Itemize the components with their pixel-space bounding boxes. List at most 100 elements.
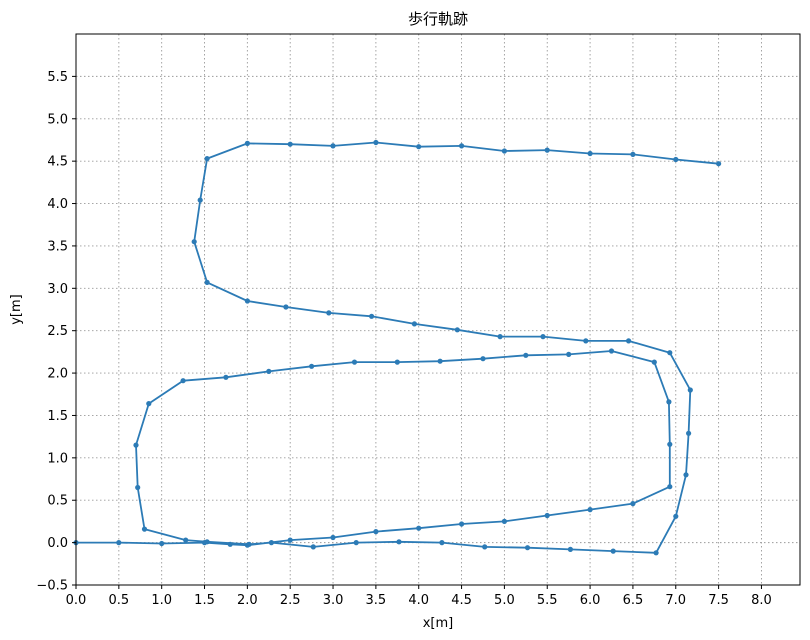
- trajectory-point: [330, 143, 336, 149]
- trajectory-point: [686, 430, 692, 436]
- trajectory-point: [653, 550, 659, 556]
- trajectory-point: [394, 359, 400, 365]
- x-tick-label: 7.5: [708, 593, 729, 608]
- y-tick-label: 1.0: [47, 451, 68, 466]
- x-tick-label: 8.0: [751, 593, 772, 608]
- x-tick-label: 7.0: [665, 593, 686, 608]
- trajectory-point: [439, 540, 445, 546]
- x-tick-label: 2.5: [280, 593, 301, 608]
- trajectory-point: [353, 540, 359, 546]
- x-tick-label: 6.5: [623, 593, 644, 608]
- trajectory-point: [667, 441, 673, 447]
- trajectory-point: [687, 387, 693, 393]
- trajectory-point: [146, 401, 152, 407]
- trajectory-point: [204, 539, 210, 545]
- x-tick-label: 5.5: [537, 593, 558, 608]
- trajectory-point: [523, 352, 529, 358]
- y-tick-label: 1.5: [47, 409, 68, 424]
- y-axis-ticks: −0.5 0.0 0.5 1.0 1.5 2.0 2.5 3.0 3.5 4.0 4.5 5.0 5.5: [36, 70, 76, 594]
- trajectory-point: [133, 442, 139, 448]
- trajectory-point: [501, 148, 507, 154]
- trajectory-point: [266, 368, 272, 374]
- trajectory-point: [454, 327, 460, 333]
- y-tick-label: 2.5: [47, 324, 68, 339]
- trajectory-point: [501, 518, 507, 525]
- trajectory-point: [268, 540, 274, 546]
- trajectory-point: [416, 525, 422, 531]
- x-tick-label: 3.0: [323, 593, 344, 608]
- trajectory-point: [287, 141, 293, 147]
- trajectory-point: [373, 529, 379, 535]
- trajectory-point: [116, 540, 122, 546]
- trajectory-point: [309, 363, 315, 369]
- series-layer: [73, 139, 722, 556]
- trajectory-point: [180, 378, 186, 384]
- y-tick-label: 0.5: [47, 494, 68, 509]
- trajectory-point: [587, 507, 593, 513]
- trajectory-point: [608, 348, 615, 354]
- chart-title: 歩行軌跡: [408, 10, 468, 28]
- trajectory-point: [330, 534, 336, 541]
- y-tick-label: 2.0: [47, 367, 68, 382]
- trajectory-point: [287, 537, 293, 543]
- x-tick-label: 6.0: [580, 593, 601, 608]
- trajectory-point: [673, 156, 679, 163]
- trajectory-point: [666, 399, 672, 405]
- y-tick-label: −0.5: [36, 579, 68, 594]
- trajectory-point: [626, 338, 632, 344]
- trajectory-point: [437, 358, 443, 364]
- x-tick-label: 4.0: [408, 593, 429, 608]
- trajectory-point: [482, 544, 488, 550]
- trajectory-point: [667, 484, 673, 490]
- y-tick-label: 3.5: [47, 239, 68, 254]
- x-tick-label: 1.0: [151, 593, 172, 608]
- trajectory-point: [480, 356, 486, 362]
- x-tick-label: 2.0: [237, 593, 258, 608]
- trajectory-point: [630, 151, 636, 157]
- y-axis-label: y[m]: [9, 294, 24, 325]
- x-axis-label: x[m]: [423, 616, 454, 631]
- x-tick-label: 0.5: [108, 593, 129, 608]
- trajectory-point: [673, 513, 679, 519]
- trajectory-point: [310, 544, 316, 550]
- trajectory-point: [497, 334, 503, 340]
- trajectory-point: [544, 512, 550, 519]
- trajectory-point: [567, 546, 574, 553]
- trajectory-line: [76, 141, 719, 554]
- trajectory-point: [566, 351, 572, 357]
- trajectory-point: [183, 537, 189, 543]
- trajectory-point: [369, 313, 375, 319]
- trajectory-point: [373, 139, 379, 146]
- trajectory-point: [351, 359, 358, 365]
- x-axis-ticks: 0.0 0.5 1.0 1.5 2.0 2.5 3.0 3.5 4.0 4.5 5.0 5.5 6.0 6…: [66, 585, 772, 608]
- trajectory-point: [667, 350, 673, 356]
- trajectory-point: [326, 310, 332, 316]
- x-tick-label: 3.5: [366, 593, 387, 608]
- y-tick-label: 5.5: [47, 70, 68, 85]
- trajectory-point: [540, 334, 546, 340]
- trajectory-point: [651, 359, 657, 365]
- trajectory-point: [197, 197, 203, 203]
- x-tick-label: 0.0: [66, 593, 87, 608]
- x-tick-label: 4.5: [451, 593, 472, 608]
- x-tick-label: 5.0: [494, 593, 515, 608]
- trajectory-point: [716, 161, 722, 167]
- trajectory-point: [416, 144, 422, 150]
- trajectory-point: [583, 338, 589, 344]
- trajectory-point: [683, 472, 689, 478]
- trajectory-point: [159, 540, 165, 547]
- plot-frame: [75, 33, 801, 586]
- x-tick-label: 1.5: [194, 593, 215, 608]
- y-tick-label: 5.0: [47, 112, 68, 127]
- trajectory-point: [244, 298, 250, 304]
- trajectory-point: [191, 239, 197, 245]
- y-tick-label: 3.0: [47, 282, 68, 297]
- trajectory-point: [141, 526, 148, 532]
- trajectory-point: [396, 539, 402, 545]
- grid: [75, 34, 800, 586]
- trajectory-point: [204, 279, 210, 285]
- trajectory-point: [244, 140, 250, 146]
- y-tick-label: 0.0: [47, 536, 68, 551]
- y-tick-label: 4.5: [47, 155, 68, 170]
